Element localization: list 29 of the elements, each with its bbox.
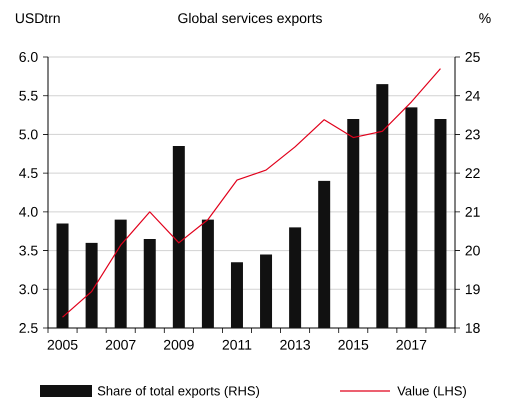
y-axis-title: USDtrn — [16, 13, 60, 24]
x-tick-label: 2011 — [222, 340, 252, 350]
y-tick-label: 5.0 — [19, 129, 38, 140]
legend-label: Share of total exports (RHS) — [98, 386, 260, 398]
y-tick-label: 4.0 — [19, 206, 38, 217]
y2-tick-label: 23 — [466, 129, 480, 140]
y2-tick-label: 22 — [466, 168, 480, 178]
y2-tick-label: 25 — [466, 52, 480, 62]
x-tick-label: 2017 — [396, 340, 426, 350]
y-tick-label: 2.5 — [19, 323, 38, 333]
y2-tick-label: 24 — [466, 90, 480, 101]
x-tick-label: 2009 — [164, 340, 194, 350]
y2-tick-label: 18 — [466, 323, 480, 333]
y2-tick-label: 20 — [466, 246, 480, 256]
line-series — [62, 68, 442, 318]
x-tick-label: 2005 — [48, 340, 78, 350]
chart-title: Global services exports — [178, 12, 322, 26]
x-tick-label: 2007 — [106, 340, 136, 350]
legend-label: Value (LHS) — [397, 386, 466, 398]
y-tick-label: 4.5 — [19, 168, 38, 178]
x-tick-label: 2015 — [338, 340, 368, 350]
y2-tick-label: 21 — [466, 206, 480, 217]
y2-axis-title: % — [479, 13, 491, 24]
x-tick-label: 2013 — [280, 340, 310, 350]
y-tick-label: 3.5 — [19, 246, 38, 256]
y2-tick-label: 19 — [466, 284, 480, 294]
y-tick-label: 3.0 — [19, 284, 38, 294]
y-tick-label: 5.5 — [19, 90, 38, 101]
y-tick-label: 6.0 — [19, 52, 38, 62]
